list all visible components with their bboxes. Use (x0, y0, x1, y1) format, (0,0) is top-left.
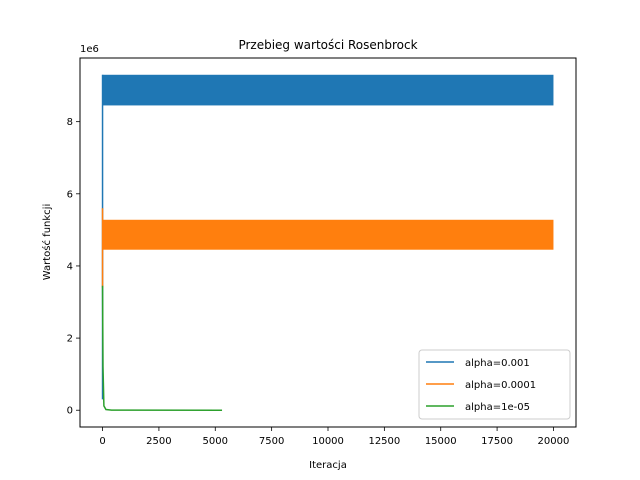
x-tick-label: 12500 (368, 436, 400, 447)
legend-box (418, 349, 571, 420)
x-axis-label: Iteracja (309, 460, 347, 471)
x-axis: 0 2500 5000 7500 10000 12500 15000 17500 20000 (99, 427, 569, 447)
y-tick-label: 2 (67, 334, 73, 345)
x-tick-label: 15000 (425, 436, 457, 447)
x-tick-label: 17500 (481, 436, 513, 447)
series-band (102, 219, 554, 250)
y-offset-label: 1e6 (80, 44, 99, 55)
x-tick-label: 2500 (146, 436, 171, 447)
legend: alpha=0.001 alpha=0.0001 alpha=1e-05 (418, 349, 571, 420)
plot-area (101, 74, 554, 411)
series-1 (101, 208, 554, 288)
x-tick-label: 7500 (259, 436, 284, 447)
x-tick-label: 10000 (312, 436, 344, 447)
series-line (101, 285, 223, 411)
y-tick-label: 0 (67, 406, 73, 417)
legend-label: alpha=1e-05 (465, 402, 530, 413)
series-0 (101, 74, 554, 400)
x-tick-label: 0 (99, 436, 105, 447)
chart-title: Przebieg wartości Rosenbrock (238, 38, 417, 52)
x-tick-label: 5000 (203, 436, 228, 447)
y-axis: 0 2 4 6 8 (67, 117, 80, 417)
y-tick-label: 4 (67, 261, 73, 272)
x-tick-label: 20000 (538, 436, 570, 447)
legend-label: alpha=0.001 (465, 358, 530, 369)
y-tick-label: 8 (67, 117, 73, 128)
y-tick-label: 6 (67, 189, 73, 200)
legend-label: alpha=0.0001 (465, 380, 536, 391)
y-axis-label: Wartość funkcji (41, 204, 53, 280)
series-band (102, 74, 554, 106)
series-2 (101, 285, 223, 411)
